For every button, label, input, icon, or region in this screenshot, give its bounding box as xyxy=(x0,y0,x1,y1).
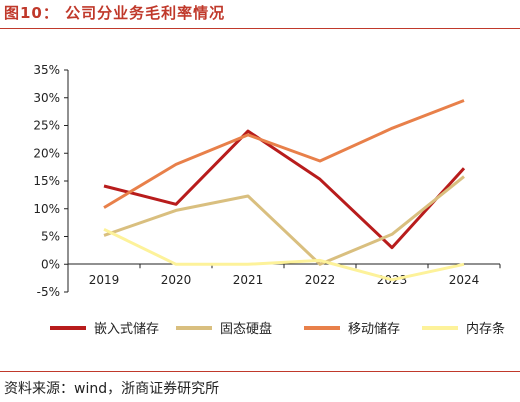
series-line xyxy=(103,227,465,282)
series-lines xyxy=(103,99,466,282)
legend-label: 嵌入式储存 xyxy=(94,322,159,337)
y-tick-label: 35% xyxy=(33,63,60,77)
x-axis: 2019 2020 2021 2022 2023 2024 xyxy=(67,263,501,287)
y-tick-label: 10% xyxy=(33,202,60,216)
footer-rule xyxy=(0,371,520,372)
series-line xyxy=(103,129,466,250)
series-line xyxy=(103,99,465,209)
legend-label: 固态硬盘 xyxy=(220,321,272,337)
y-tick-label: 15% xyxy=(33,174,60,188)
x-tick-label: 2024 xyxy=(449,273,480,287)
x-tick-label: 2022 xyxy=(305,273,336,287)
x-tick-label: 2019 xyxy=(89,273,120,287)
x-tick-label: 2021 xyxy=(233,273,264,287)
source-note: 资料来源：wind，浙商证券研究所 xyxy=(4,381,220,397)
figure-title: 图10： 公司分业务毛利率情况 xyxy=(4,4,226,22)
y-tick-label: 20% xyxy=(33,146,60,160)
line-chart: -5% 0% 5% 10% 15% 20% 25% 30% 35% 2019 2020 2021 20… xyxy=(33,63,505,337)
y-ticks: -5% 0% 5% 10% 15% 20% 25% 30% 35% xyxy=(33,63,68,299)
y-tick-label: 0% xyxy=(41,257,60,271)
legend-label: 内存条 xyxy=(466,321,505,337)
y-axis: -5% 0% 5% 10% 15% 20% 25% 30% 35% xyxy=(33,63,69,299)
y-tick-label: 25% xyxy=(33,119,60,133)
legend-label: 移动储存 xyxy=(348,322,400,337)
x-ticks: 2019 2020 2021 2022 2023 2024 xyxy=(67,264,501,287)
y-tick-label: 30% xyxy=(33,91,60,105)
title-rule xyxy=(0,28,520,29)
x-tick-label: 2020 xyxy=(161,273,192,287)
series-line xyxy=(103,175,465,266)
y-tick-label: -5% xyxy=(37,285,60,299)
y-tick-label: 5% xyxy=(41,230,60,244)
legend: 嵌入式储存 固态硬盘 移动储存 内存条 xyxy=(50,321,505,337)
